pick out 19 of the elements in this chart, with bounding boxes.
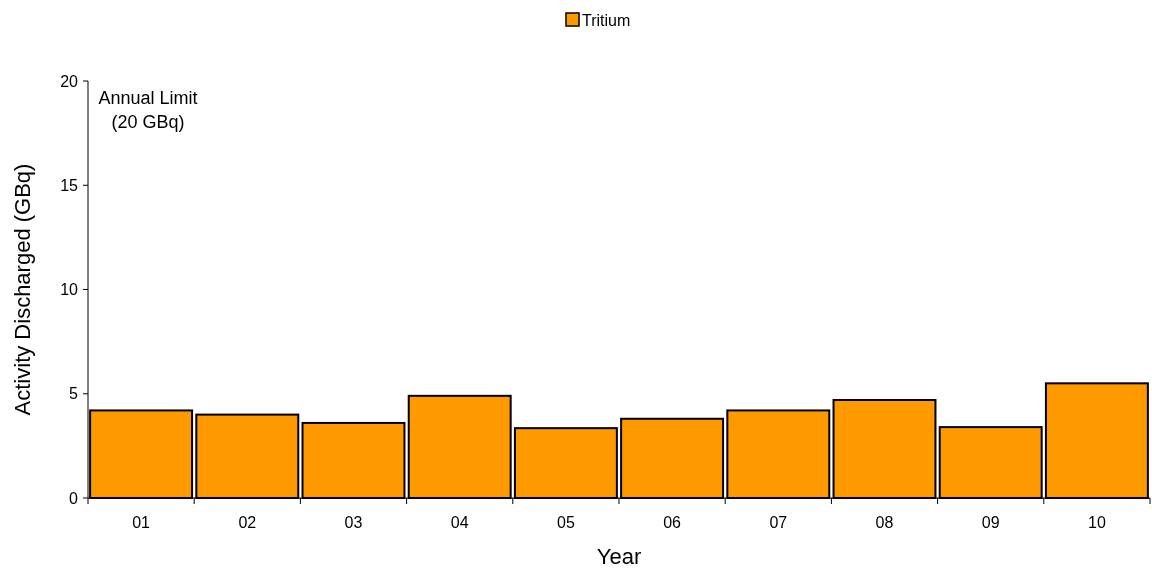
x-tick-label: 10: [1088, 514, 1106, 531]
y-tick-label: 15: [60, 176, 79, 194]
y-tick-label: 0: [69, 489, 79, 507]
x-tick-label: 08: [875, 514, 894, 531]
x-tick-label: 01: [132, 514, 151, 531]
x-tick-label: 07: [769, 514, 788, 531]
x-tick-label: 04: [450, 514, 469, 531]
y-axis-title: Activity Discharged (GBq): [10, 163, 35, 416]
x-tick-label: 09: [981, 514, 1000, 531]
x-tick-label: 05: [557, 514, 575, 531]
legend-label: Tritium: [582, 11, 631, 29]
x-tick-label: 06: [663, 514, 682, 531]
y-tick-label: 20: [60, 72, 79, 90]
x-tick-label: 03: [344, 514, 363, 531]
x-tick-label: 02: [238, 514, 257, 531]
annotation: Annual Limit (20 GBq): [98, 87, 198, 132]
x-axis-title: Year: [596, 544, 642, 569]
y-tick-label: 5: [69, 385, 79, 403]
y-tick-label: 10: [60, 281, 79, 299]
